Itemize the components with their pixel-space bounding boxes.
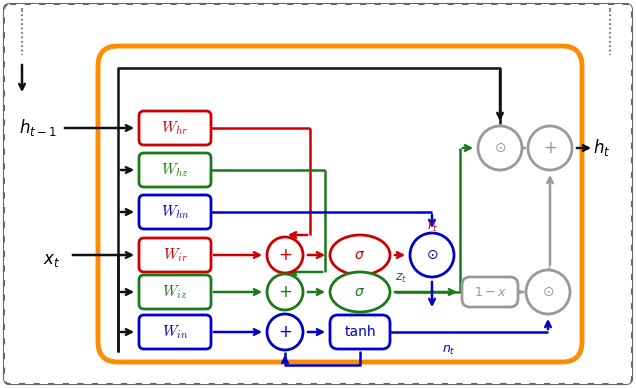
Text: +: + — [543, 139, 557, 157]
Ellipse shape — [330, 235, 390, 275]
Text: $\sigma$: $\sigma$ — [354, 248, 366, 262]
Ellipse shape — [528, 126, 572, 170]
FancyBboxPatch shape — [4, 4, 632, 384]
FancyBboxPatch shape — [98, 46, 582, 362]
Text: $r_t$: $r_t$ — [427, 220, 438, 234]
FancyBboxPatch shape — [139, 111, 211, 145]
Text: $n_t$: $n_t$ — [442, 343, 455, 357]
Ellipse shape — [267, 314, 303, 350]
Text: $\odot$: $\odot$ — [426, 248, 438, 262]
FancyBboxPatch shape — [330, 315, 390, 349]
Ellipse shape — [267, 274, 303, 310]
FancyBboxPatch shape — [139, 195, 211, 229]
FancyBboxPatch shape — [139, 275, 211, 309]
Text: $\odot$: $\odot$ — [494, 141, 506, 155]
Text: $x_t$: $x_t$ — [43, 251, 60, 269]
Text: $W_{in}$: $W_{in}$ — [162, 323, 188, 341]
Ellipse shape — [410, 233, 454, 277]
Text: +: + — [278, 283, 292, 301]
Ellipse shape — [267, 237, 303, 273]
FancyBboxPatch shape — [462, 277, 518, 307]
Text: $\sigma$: $\sigma$ — [354, 285, 366, 299]
Text: $W_{hr}$: $W_{hr}$ — [162, 119, 189, 137]
Text: $h_{t-1}$: $h_{t-1}$ — [19, 118, 57, 139]
FancyBboxPatch shape — [4, 4, 632, 384]
Text: $1-x$: $1-x$ — [474, 286, 506, 298]
Text: $W_{ir}$: $W_{ir}$ — [163, 246, 188, 264]
Text: +: + — [278, 323, 292, 341]
Text: tanh: tanh — [344, 325, 376, 339]
Text: $W_{hn}$: $W_{hn}$ — [161, 203, 190, 221]
Ellipse shape — [526, 270, 570, 314]
Text: $h_t$: $h_t$ — [593, 137, 611, 159]
Text: $z_t$: $z_t$ — [395, 272, 407, 284]
Text: $\odot$: $\odot$ — [542, 285, 554, 299]
Text: $W_{hz}$: $W_{hz}$ — [161, 161, 189, 179]
Ellipse shape — [478, 126, 522, 170]
FancyBboxPatch shape — [139, 315, 211, 349]
Text: +: + — [278, 246, 292, 264]
Ellipse shape — [330, 272, 390, 312]
FancyBboxPatch shape — [139, 238, 211, 272]
Text: $W_{iz}$: $W_{iz}$ — [162, 283, 188, 301]
FancyBboxPatch shape — [139, 153, 211, 187]
